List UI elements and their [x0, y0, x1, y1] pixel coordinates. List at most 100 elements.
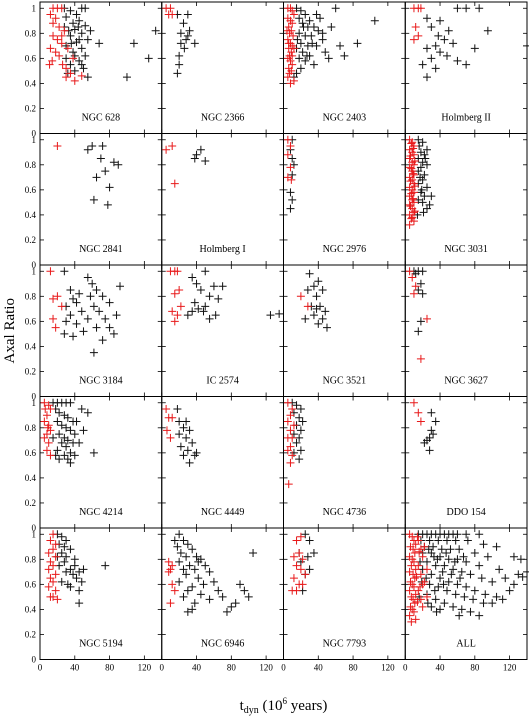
panel-label: DDO 154	[447, 507, 486, 518]
black-point	[439, 580, 448, 589]
black-point	[470, 44, 479, 53]
x-tick-label: 120	[259, 663, 273, 673]
black-point	[105, 298, 114, 307]
black-point	[288, 170, 297, 179]
panel-label: NGC 3521	[323, 376, 367, 387]
red-point	[49, 577, 58, 586]
black-point	[455, 611, 464, 620]
red-point	[413, 597, 422, 606]
red-point	[170, 586, 179, 595]
y-tick-label: 0.2	[25, 498, 36, 508]
y-tick-label: 0.4	[25, 78, 37, 88]
black-point	[183, 31, 192, 40]
black-point	[462, 582, 471, 591]
black-point	[475, 561, 484, 570]
black-point	[509, 580, 518, 589]
black-point	[440, 561, 449, 570]
black-point	[63, 580, 72, 589]
red-point	[406, 177, 415, 186]
black-point	[295, 29, 304, 38]
y-tick-label: 0.6	[25, 53, 37, 63]
red-point	[407, 617, 416, 626]
y-tick-label: 1	[32, 3, 37, 13]
red-point	[414, 586, 423, 595]
red-point	[51, 540, 60, 549]
black-point	[196, 286, 205, 295]
red-point	[407, 189, 416, 198]
black-point	[66, 545, 75, 554]
x-tick-label: 40	[192, 663, 202, 673]
red-point	[286, 426, 295, 435]
black-point	[89, 302, 98, 311]
x-axis-title-part: dyn	[244, 705, 259, 716]
black-point	[227, 602, 236, 611]
y-tick-label: 1	[32, 266, 37, 276]
red-point	[288, 60, 297, 69]
black-point	[295, 14, 304, 23]
black-point	[201, 302, 210, 311]
red-point	[292, 586, 301, 595]
red-point	[415, 547, 424, 556]
black-point	[175, 557, 184, 566]
x-axis-title-part: 6	[283, 696, 288, 706]
black-point	[466, 570, 475, 579]
black-point	[83, 73, 92, 82]
black-point	[114, 160, 123, 169]
red-point	[170, 317, 179, 326]
black-point	[75, 586, 84, 595]
black-point	[49, 433, 58, 442]
black-point	[185, 458, 194, 467]
red-point	[410, 182, 419, 191]
y-tick-label: 0.2	[25, 235, 36, 245]
red-point	[420, 542, 429, 551]
black-point	[98, 292, 107, 301]
black-point	[434, 582, 443, 591]
black-point	[488, 599, 497, 608]
black-point	[83, 273, 92, 282]
red-point	[407, 139, 416, 148]
black-point	[89, 348, 98, 357]
red-point	[51, 586, 60, 595]
black-point	[66, 6, 75, 15]
black-point	[201, 561, 210, 570]
red-point	[286, 79, 295, 88]
black-point	[69, 294, 78, 303]
red-point	[53, 35, 62, 44]
black-point	[456, 574, 465, 583]
black-point	[66, 448, 75, 457]
y-tick-label: 0.6	[25, 579, 37, 589]
y-tick-label: 0.8	[25, 28, 37, 38]
black-point	[218, 592, 227, 601]
black-point	[514, 570, 523, 579]
black-point	[89, 195, 98, 204]
red-point	[288, 51, 297, 60]
red-point	[283, 417, 292, 426]
panel-label: NGC 2976	[323, 244, 367, 255]
black-point	[425, 536, 434, 545]
black-point	[75, 567, 84, 576]
black-point	[481, 590, 490, 599]
black-point	[312, 292, 321, 301]
black-point	[101, 167, 110, 176]
black-point	[479, 599, 488, 608]
black-point	[442, 536, 451, 545]
black-point	[427, 23, 436, 32]
black-point	[222, 607, 231, 616]
panel-label: NGC 4214	[79, 507, 123, 518]
red-point	[416, 354, 425, 363]
red-point	[55, 51, 64, 60]
black-point	[205, 314, 214, 323]
red-point	[408, 175, 417, 184]
black-point	[312, 10, 321, 19]
black-point	[438, 567, 447, 576]
black-point	[244, 592, 253, 601]
black-point	[196, 590, 205, 599]
black-point	[462, 530, 471, 539]
black-point	[292, 438, 301, 447]
y-tick-label: 1	[32, 398, 37, 408]
black-point	[469, 595, 478, 604]
black-point	[62, 317, 71, 326]
black-point	[66, 60, 75, 69]
